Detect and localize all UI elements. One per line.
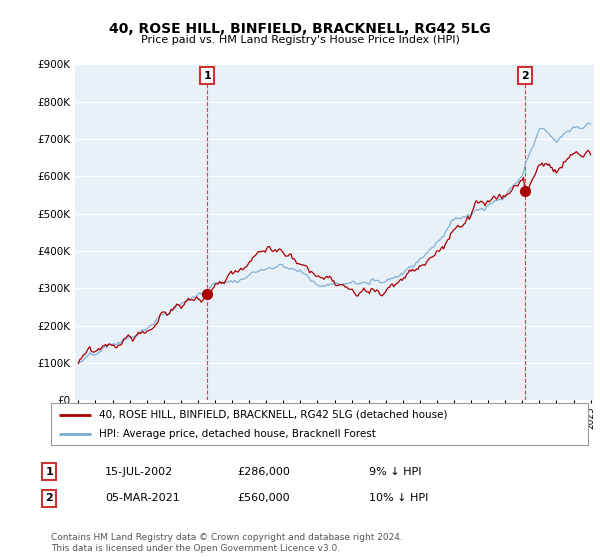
Text: Price paid vs. HM Land Registry's House Price Index (HPI): Price paid vs. HM Land Registry's House … [140,35,460,45]
Text: 1: 1 [46,466,53,477]
Text: £286,000: £286,000 [237,466,290,477]
Text: 2: 2 [46,493,53,503]
Text: 15-JUL-2002: 15-JUL-2002 [105,466,173,477]
Text: 10% ↓ HPI: 10% ↓ HPI [369,493,428,503]
Text: 2: 2 [521,71,529,81]
Text: HPI: Average price, detached house, Bracknell Forest: HPI: Average price, detached house, Brac… [100,429,376,439]
Text: 05-MAR-2021: 05-MAR-2021 [105,493,180,503]
Text: 40, ROSE HILL, BINFIELD, BRACKNELL, RG42 5LG: 40, ROSE HILL, BINFIELD, BRACKNELL, RG42… [109,22,491,36]
Text: Contains HM Land Registry data © Crown copyright and database right 2024.
This d: Contains HM Land Registry data © Crown c… [51,533,403,553]
Text: £560,000: £560,000 [237,493,290,503]
Text: 1: 1 [203,71,211,81]
Text: 9% ↓ HPI: 9% ↓ HPI [369,466,421,477]
Text: 40, ROSE HILL, BINFIELD, BRACKNELL, RG42 5LG (detached house): 40, ROSE HILL, BINFIELD, BRACKNELL, RG42… [100,409,448,419]
